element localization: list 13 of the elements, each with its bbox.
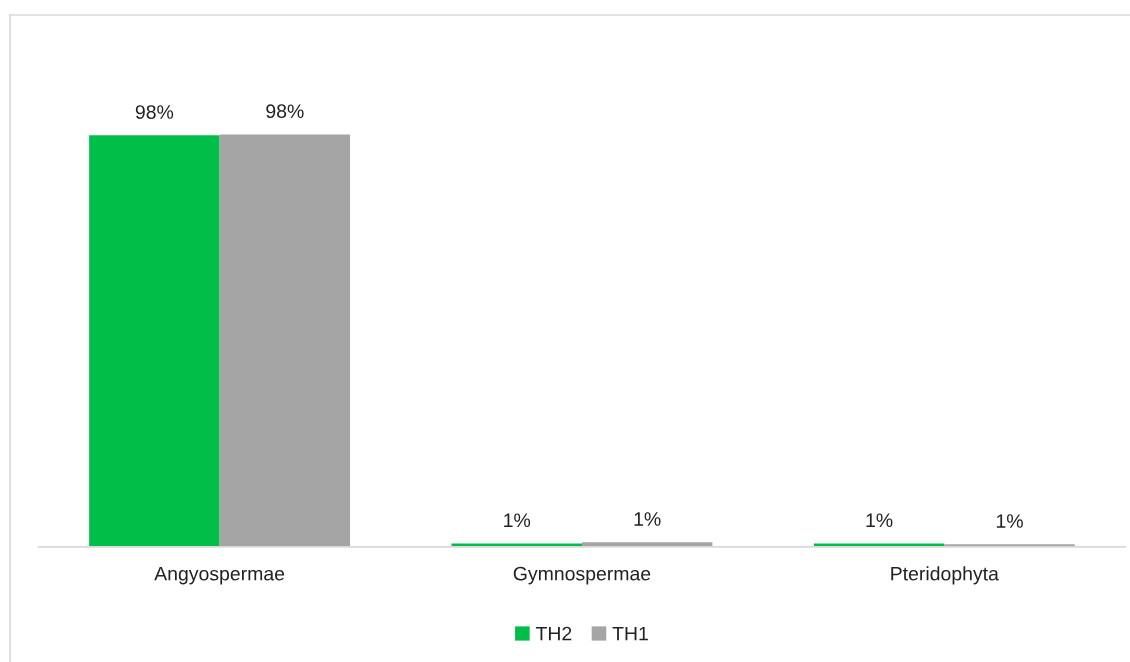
bar <box>219 134 351 547</box>
legend-label: TH2 <box>535 626 572 641</box>
data-label: 1% <box>634 512 661 526</box>
x-tick-label: Gymnospermae <box>513 566 651 585</box>
bar <box>89 135 220 547</box>
data-label: 98% <box>266 104 304 119</box>
x-tick-label: Angyospermae <box>154 566 285 585</box>
legend-label: TH1 <box>612 626 648 641</box>
data-label: 1% <box>866 513 893 528</box>
x-tick-label: Pteridophyta <box>891 566 999 585</box>
data-label: 98% <box>135 105 174 119</box>
data-label: 1% <box>996 514 1023 528</box>
data-label: 1% <box>504 513 531 528</box>
